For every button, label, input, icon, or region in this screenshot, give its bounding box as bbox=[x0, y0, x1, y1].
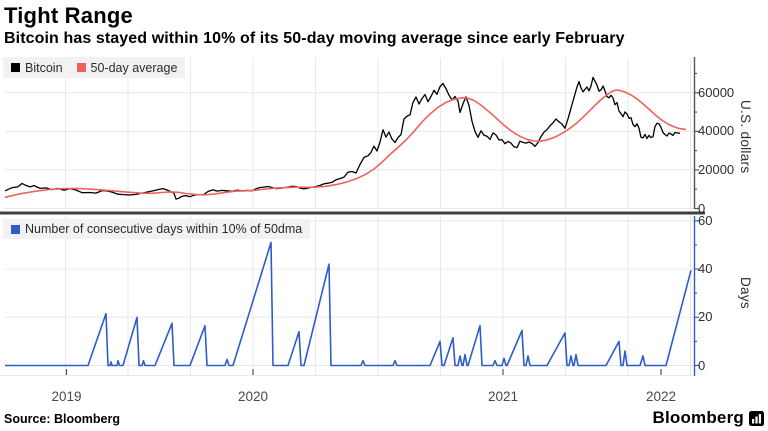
y-tick-label: 0 bbox=[698, 357, 706, 373]
y-tick-label: 40 bbox=[698, 261, 713, 277]
y-tick-label: 60000 bbox=[698, 84, 735, 100]
bitcoin-swatch-icon bbox=[11, 63, 20, 72]
legend-label-50day-average: 50-day average bbox=[90, 60, 178, 75]
page-subtitle: Bitcoin has stayed within 10% of its 50-… bbox=[4, 30, 625, 47]
page-title: Tight Range bbox=[4, 3, 133, 28]
legend-item-bitcoin: Bitcoin bbox=[11, 61, 63, 75]
y-tick-label: 20 bbox=[698, 309, 713, 325]
x-tick-label-2022: 2022 bbox=[645, 389, 677, 404]
y-tick-label: 0 bbox=[698, 200, 706, 216]
legend-item-50day-average: 50-day average bbox=[76, 60, 178, 75]
x-tick-label-2019: 2019 bbox=[51, 389, 82, 404]
y-tick-label: 60 bbox=[698, 212, 713, 228]
yaxis-title-days: Days bbox=[738, 277, 753, 309]
bloomberg-mark-icon bbox=[749, 410, 764, 426]
bloomberg-logo-text: Bloomberg bbox=[652, 408, 744, 427]
legend-streak-panel: Number of consecutive days within 10% of… bbox=[3, 219, 311, 239]
y-tick-label: 40000 bbox=[698, 123, 735, 139]
yaxis-title-usd: U.S. dollars bbox=[738, 100, 753, 174]
legend-label-streak: Number of consecutive days within 10% of… bbox=[25, 222, 303, 236]
bloomberg-logo: Bloomberg bbox=[652, 408, 764, 428]
streak-swatch-icon bbox=[11, 224, 20, 234]
legend-item-streak: Number of consecutive days within 10% of… bbox=[11, 222, 302, 236]
x-tick-label-2021: 2021 bbox=[487, 389, 519, 404]
legend-price-panel: Bitcoin 50-day average bbox=[3, 57, 186, 78]
x-tick-label-2020: 2020 bbox=[237, 389, 269, 404]
moving-average-swatch-icon bbox=[76, 63, 86, 72]
y-tick-label: 20000 bbox=[698, 161, 735, 177]
source-credit: Source: Bloomberg bbox=[4, 412, 120, 426]
legend-label-bitcoin: Bitcoin bbox=[25, 60, 63, 75]
